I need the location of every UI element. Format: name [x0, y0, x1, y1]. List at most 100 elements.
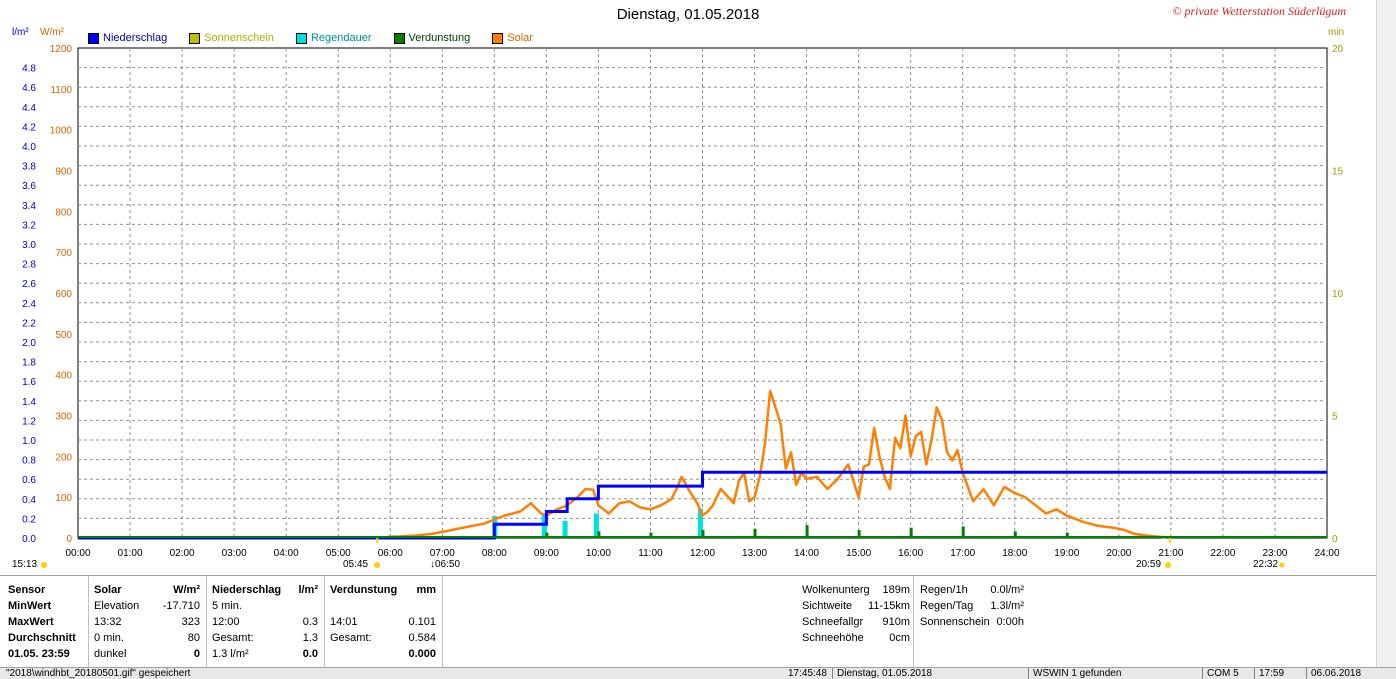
column-divider — [88, 576, 89, 668]
verdunstung-row: 0.000 — [330, 646, 436, 662]
y-rain-tick-label: 3.4 — [22, 201, 36, 212]
verdunstung-header-value: mm — [416, 584, 436, 596]
column-divider — [442, 576, 443, 668]
chart-canvas: 0.0 0.2 0.4 0.6 0.8 1.0 1.2 1.4 1.6 1.8 2.0 2.2 2.4 2… — [12, 44, 1344, 570]
solar-row-value: 80 — [187, 632, 200, 644]
weather1-row: Schneefallgr 910m — [802, 614, 910, 630]
x-tick-label: 15:00 — [846, 548, 871, 559]
solar-row-key: Elevation — [94, 600, 140, 612]
y-rain-tick-label: 1.4 — [22, 397, 36, 408]
y-rain-tick-label: 4.6 — [22, 83, 36, 94]
x-tick-label: 07:00 — [430, 548, 455, 559]
verdunstung-row-key — [330, 598, 436, 614]
legend-label: Sonnenschein — [204, 32, 274, 44]
solar-row-value: -17.710 — [162, 600, 200, 612]
verdunstung-row-value: 0.101 — [408, 616, 436, 628]
status-file: "2018\windhbt_20180501.gif" gespeichert — [6, 668, 191, 679]
weather-column-2: Regen/1h 0.0l/m² Regen/Tag 1.3l/m² Sonnensch… — [920, 582, 1024, 630]
y-solar-tick-label: 100 — [55, 493, 72, 504]
legend-item: Sonnenschein — [189, 31, 274, 45]
verdunstung-row-key — [330, 646, 408, 662]
legend-label: Regendauer — [310, 32, 372, 44]
minwert-label: MinWert — [8, 600, 52, 612]
chart-legend: Niederschlag Sonnenschein Regendauer Verdun… — [88, 31, 555, 45]
niederschlag-header: Niederschlag l/m² — [212, 582, 318, 598]
y-solar-tick-label: 0 — [66, 534, 72, 545]
y-rain-tick-label: 1.8 — [22, 358, 36, 369]
solar-column: Solar W/m² Elevation -17.710 13:32 323 0 min. 8… — [94, 582, 200, 662]
niederschlag-header-value: l/m² — [298, 584, 318, 596]
verdunstung-row-value: 0.584 — [408, 632, 436, 644]
y-min-tick-label: 0 — [1332, 534, 1338, 545]
x-tick-label: 08:00 — [482, 548, 507, 559]
weather1-row-value: 189m — [882, 584, 910, 596]
verdunstung-row — [330, 598, 436, 614]
x-tick-label: 01:00 — [118, 548, 143, 559]
legend-swatch — [88, 32, 99, 44]
twilight-start-label: ↓06:50 — [430, 559, 460, 570]
y-min-tick-label: 15 — [1332, 167, 1344, 178]
info-panel: Sensor MinWert MaxWert Durchschnitt 01.0… — [0, 575, 1376, 668]
x-tick-label: 23:00 — [1262, 548, 1287, 559]
x-tick-label: 05:00 — [326, 548, 351, 559]
solar-row-value: 0 — [193, 648, 200, 660]
y-rain-tick-label: 0.0 — [22, 534, 36, 545]
y-solar-tick-label: 1000 — [50, 126, 73, 137]
vertical-scrollbar[interactable] — [1376, 0, 1396, 667]
y-rain-tick-label: 4.2 — [22, 122, 36, 133]
verdunstung-row-key: 14:01 — [330, 616, 358, 628]
solar-row-value: 323 — [181, 616, 200, 628]
legend-item: Verdunstung — [393, 31, 470, 45]
weather1-row: Sichtweite 11-15km — [802, 598, 910, 614]
solar-header-key: Solar — [94, 584, 122, 596]
y-rain-tick-label: 0.6 — [22, 475, 36, 486]
x-tick-label: 18:00 — [1002, 548, 1027, 559]
status-found: WSWIN 1 gefunden — [1028, 668, 1201, 679]
solar-line — [387, 389, 1166, 539]
verdunstung-bar — [961, 526, 965, 538]
y-rain-tick-label: 1.6 — [22, 377, 36, 388]
y-rain-tick-label: 3.2 — [22, 220, 36, 231]
status-date: Dienstag, 01.05.2018 — [832, 668, 1027, 679]
y-solar-tick-label: 700 — [55, 248, 72, 259]
chart-panel: Dienstag, 01.05.2018 © private Wettersta… — [0, 0, 1376, 575]
y-rain-tick-label: 1.0 — [22, 436, 36, 447]
y-solar-tick-label: 1100 — [50, 85, 72, 96]
solar-row: Elevation -17.710 — [94, 598, 200, 614]
weather1-row-key: Sichtweite — [802, 600, 853, 612]
niederschlag-row-key: Gesamt: — [212, 632, 254, 644]
y-rain-tick-label: 0.8 — [22, 456, 36, 467]
weather1-row-value: 910m — [882, 616, 910, 628]
weather2-row: Regen/1h 0.0l/m² — [920, 582, 1024, 598]
twilight-end-icon — [1279, 562, 1285, 568]
verdunstung-row-value: 0.000 — [408, 648, 436, 660]
weather1-row: Schneehöhe 0cm — [802, 630, 910, 646]
niederschlag-row-key: 5 min. — [212, 600, 242, 612]
y-rain-tick-label: 2.2 — [22, 318, 36, 329]
weather1-row-key: Schneefallgr — [802, 616, 864, 628]
verdunstung-bar — [1013, 531, 1017, 538]
y-rain-tick-label: 1.2 — [22, 416, 36, 427]
y-solar-tick-label: 1200 — [50, 44, 73, 55]
verdunstung-bar — [597, 531, 601, 538]
solar-row-key: dunkel — [94, 648, 127, 660]
column-divider — [324, 576, 325, 668]
minutes-unit-label: min — [1328, 27, 1345, 38]
legend-label: Niederschlag — [103, 32, 168, 44]
column-divider — [913, 576, 914, 668]
x-tick-label: 04:00 — [274, 548, 299, 559]
verdunstung-row: Gesamt: 0.584 — [330, 630, 436, 646]
y-rain-tick-label: 2.6 — [22, 279, 36, 290]
niederschlag-column: Niederschlag l/m² 5 min. 12:00 0.3 Gesamt: 1.3… — [212, 582, 318, 662]
verdunstung-bar — [753, 528, 757, 538]
y-solar-tick-label: 300 — [55, 412, 72, 423]
legend-swatch — [393, 32, 405, 44]
status-com: COM 5 — [1202, 668, 1253, 679]
verdunstung-header: Verdunstung mm — [330, 582, 436, 598]
weather1-row-key: Wolkenunterg — [802, 584, 870, 596]
regendauer-bar — [697, 508, 703, 538]
legend-item: Regendauer — [295, 31, 372, 45]
y-min-tick-label: 20 — [1332, 44, 1344, 55]
niederschlag-row-value: 1.3 — [302, 632, 318, 644]
status-today: 06.06.2018 — [1306, 668, 1395, 679]
